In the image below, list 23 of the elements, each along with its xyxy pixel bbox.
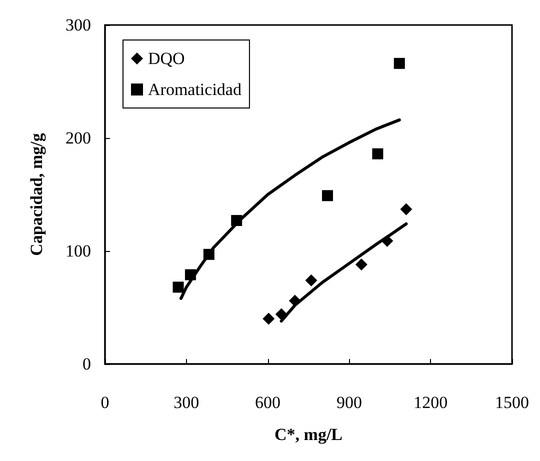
y-tick-label: 100 [66,242,91,260]
y-axis-title: Capacidad, mg/g [27,132,46,256]
y-tick-label: 200 [66,128,91,148]
line-series [280,222,408,323]
point [172,282,184,293]
point [305,274,318,286]
point [400,203,412,216]
x-tick-label: 1200 [414,393,448,412]
x-axis-title: C*, mg/L [274,425,342,444]
legend-label: Aromaticidad [148,80,242,99]
x-tick-label: 300 [174,393,200,412]
x-tick-label: 0 [100,393,110,412]
x-tick-label: 900 [336,393,362,412]
x-tick-label: 600 [255,393,281,412]
point [372,148,384,160]
y-tick-label: 0 [82,354,91,374]
x-tick-label: 1500 [495,393,529,412]
point [394,58,405,69]
point [322,190,333,202]
point [262,312,275,325]
y-tick-label: 300 [66,16,91,34]
legend-label: DQO [148,49,185,68]
point [355,258,368,271]
